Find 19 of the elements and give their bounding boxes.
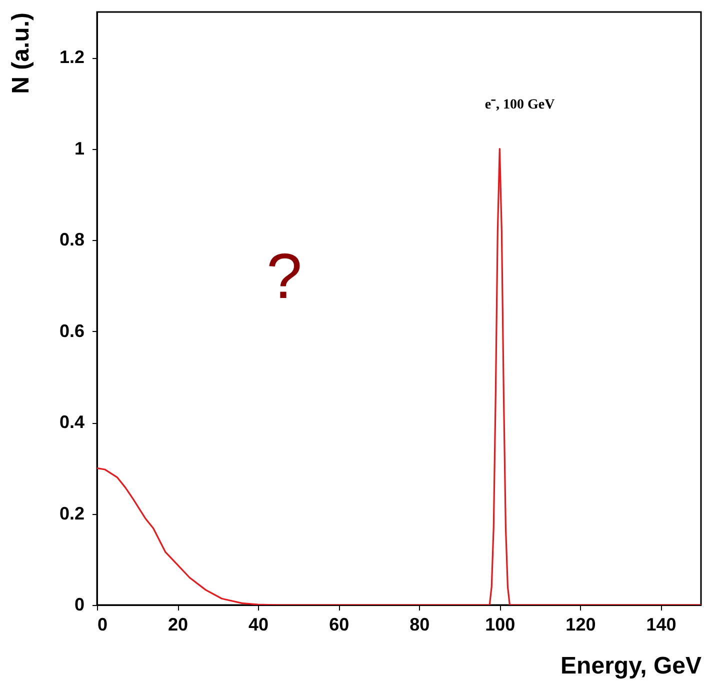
x-axis-title: Energy, GeV xyxy=(560,652,702,680)
y-tick-label: 0.4 xyxy=(59,412,84,432)
y-tick-label: 1 xyxy=(74,138,84,158)
annotation: ? xyxy=(266,240,302,312)
x-tick-label: 100 xyxy=(485,614,516,634)
y-axis-title: N (a.u.) xyxy=(7,12,34,94)
y-tick-label: 0.8 xyxy=(59,230,84,250)
x-tick-label: 80 xyxy=(410,614,430,634)
x-tick-label: 20 xyxy=(168,614,188,634)
y-tick-label: 0 xyxy=(74,594,84,614)
y-tick-label: 0.2 xyxy=(59,503,84,524)
annotation: e⁻, 100 GeV xyxy=(484,98,555,113)
x-tick-label: 0 xyxy=(98,614,108,634)
y-tick-label: 1.2 xyxy=(59,47,84,68)
x-tick-label: 60 xyxy=(329,614,350,634)
x-tick-label: 140 xyxy=(646,614,676,634)
x-tick-label: 120 xyxy=(566,614,596,634)
x-tick-label: 40 xyxy=(248,614,269,634)
y-tick-label: 0.6 xyxy=(59,320,84,341)
